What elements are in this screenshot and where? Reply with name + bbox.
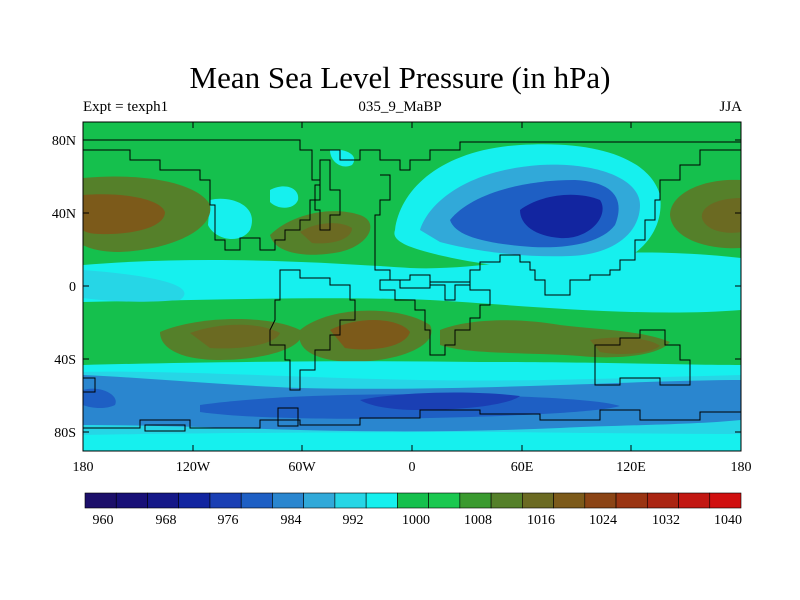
- colorbar-swatch: [459, 492, 492, 509]
- colorbar-swatch: [303, 492, 336, 509]
- lon-label-60e: 60E: [511, 460, 534, 475]
- colorbar-label-1024: 1024: [589, 513, 617, 528]
- colorbar-swatch: [272, 492, 304, 509]
- colorbar-label-1000: 1000: [402, 513, 430, 528]
- lon-label-60w: 60W: [288, 460, 316, 475]
- coast-greenland: [314, 159, 341, 231]
- colorbar-swatch: [209, 492, 242, 509]
- colorbar-swatch: [240, 492, 273, 509]
- colorbar-swatch: [522, 492, 554, 509]
- colorbar-label-1040: 1040: [714, 513, 742, 528]
- colorbar: [84, 492, 742, 509]
- lat-label-0: 0: [69, 280, 76, 295]
- coast-island-3: [83, 377, 96, 393]
- colorbar-label-960: 960: [93, 513, 114, 528]
- colorbar-swatch: [178, 492, 211, 509]
- lon-label-0: 0: [409, 460, 416, 475]
- coast-south-america: [269, 269, 356, 391]
- map-title: Mean Sea Level Pressure (in hPa): [189, 60, 611, 95]
- asian-low-core: [520, 194, 603, 239]
- pressure-field: [83, 122, 741, 451]
- lat-axis: [83, 139, 741, 433]
- rockies-low: [208, 198, 252, 240]
- coastlines: [83, 139, 741, 432]
- colorbar-swatch: [397, 492, 429, 509]
- colorbar-swatch: [646, 492, 679, 509]
- colorbar-swatch: [490, 492, 523, 509]
- colorbar-swatch: [147, 492, 180, 509]
- lon-axis: [82, 122, 742, 451]
- colorbar-swatch: [428, 492, 461, 509]
- colorbar-labels: 960 968 976 984 992 1000 1008 1016 1024 …: [93, 513, 743, 528]
- lat-label-80n: 80N: [52, 134, 76, 149]
- arctic-low: [330, 149, 355, 167]
- experiment-label: Expt = texph1: [83, 99, 169, 115]
- colorbar-label-1008: 1008: [464, 513, 492, 528]
- lon-label-180e: 180: [731, 460, 752, 475]
- lat-label-80s: 80S: [54, 426, 76, 441]
- north-pacific-high-core-w: [83, 194, 165, 235]
- antarctic-margin: [83, 432, 741, 451]
- coast-australia: [594, 329, 691, 386]
- colorbar-label-984: 984: [281, 513, 302, 528]
- colorbar-swatch: [678, 492, 711, 509]
- colorbar-swatch: [615, 492, 648, 509]
- coast-arctic: [320, 141, 741, 171]
- colorbar-swatch: [115, 492, 148, 509]
- coast-africa: [379, 279, 491, 356]
- lon-label-120e: 120E: [616, 460, 646, 475]
- colorbar-label-968: 968: [156, 513, 177, 528]
- north-america-low: [270, 186, 299, 208]
- lon-label-180w: 180: [73, 460, 94, 475]
- colorbar-label-976: 976: [218, 513, 239, 528]
- coast-antarctica: [83, 409, 741, 429]
- lon-label-120w: 120W: [176, 460, 211, 475]
- colorbar-label-992: 992: [343, 513, 364, 528]
- lat-label-40n: 40N: [52, 207, 76, 222]
- south-pacific-high-core: [190, 324, 280, 349]
- coast-island-1: [277, 407, 299, 427]
- north-pacific-high-core-e: [701, 198, 741, 233]
- colorbar-swatch: [365, 492, 398, 509]
- south-indian-high-core: [590, 337, 660, 354]
- southern-ocean-west: [83, 388, 116, 409]
- colorbar-swatch: [84, 492, 117, 509]
- colorbar-swatch: [584, 492, 617, 509]
- south-atlantic-high-core: [330, 320, 410, 350]
- north-atlantic-high-core: [300, 223, 352, 244]
- season-label: JJA: [719, 99, 742, 115]
- southern-ocean-core: [360, 392, 520, 410]
- colorbar-swatch: [709, 492, 742, 509]
- tropical-low-west: [83, 270, 185, 302]
- colorbar-label-1032: 1032: [652, 513, 680, 528]
- colorbar-swatch: [553, 492, 586, 509]
- coast-island-2: [144, 424, 186, 432]
- period-label: 035_9_MaBP: [358, 99, 442, 115]
- colorbar-label-1016: 1016: [527, 513, 555, 528]
- colorbar-swatch: [334, 492, 367, 509]
- lat-label-40s: 40S: [54, 353, 76, 368]
